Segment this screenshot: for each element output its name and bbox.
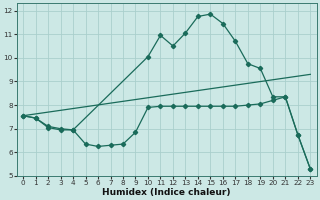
X-axis label: Humidex (Indice chaleur): Humidex (Indice chaleur) bbox=[102, 188, 231, 197]
